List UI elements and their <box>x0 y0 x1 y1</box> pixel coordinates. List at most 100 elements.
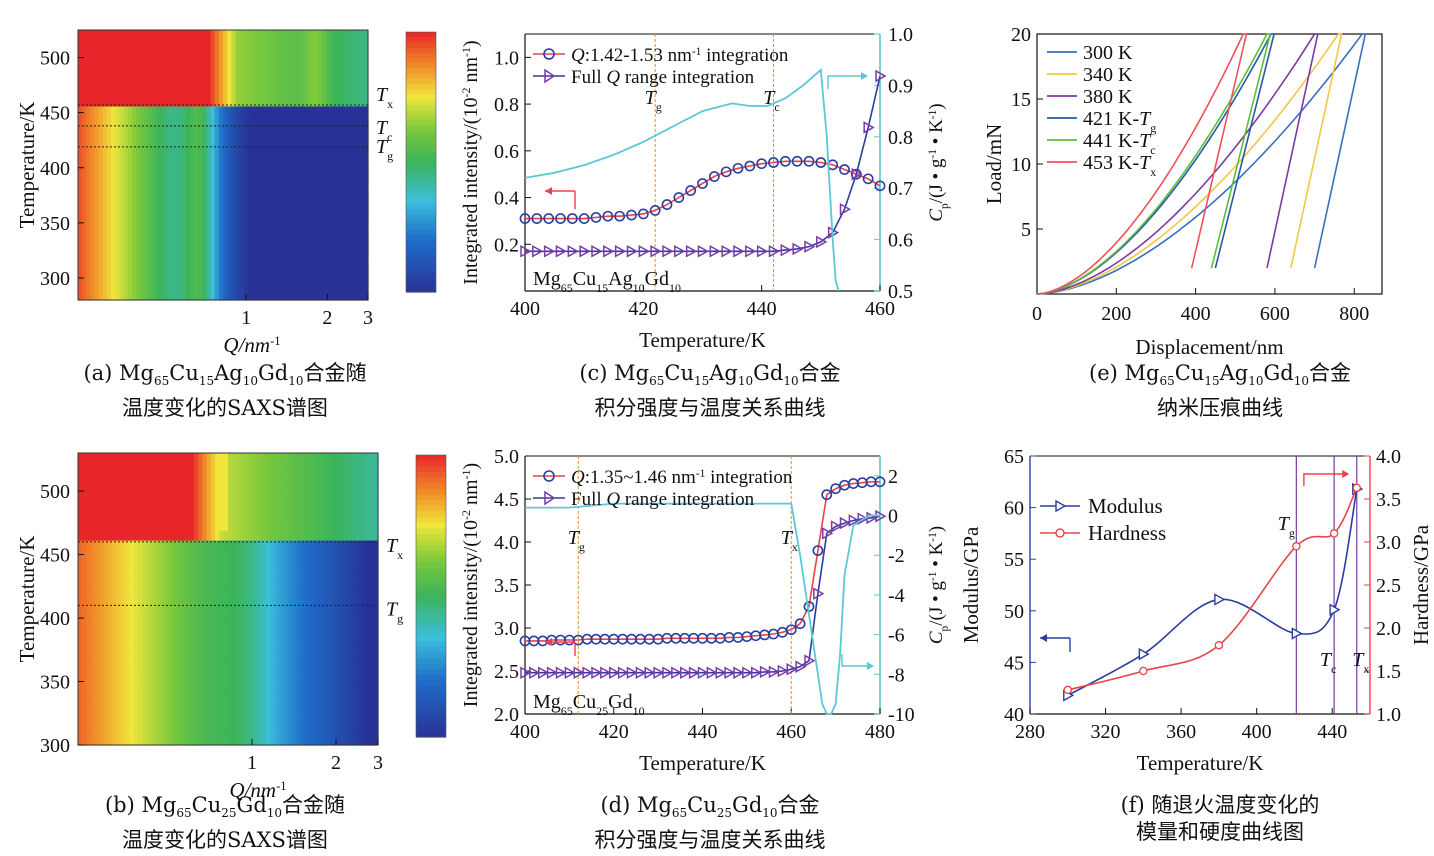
heatmap-cell <box>281 246 286 252</box>
heatmap-cell <box>185 223 191 229</box>
heatmap-cell <box>223 277 228 283</box>
heatmap-cell <box>136 138 141 144</box>
heatmap-cell <box>202 174 208 180</box>
heatmap-cell <box>169 48 174 54</box>
heatmap-cell <box>231 277 237 283</box>
heatmap-cell <box>86 277 92 283</box>
heatmap-cell <box>111 268 116 274</box>
heatmap-cell <box>165 210 170 216</box>
heatmap-cell <box>243 241 249 247</box>
heatmap-cell <box>148 223 154 229</box>
heatmap-cell <box>243 57 249 63</box>
heatmap-cell <box>181 237 187 243</box>
heatmap-cell <box>252 277 257 283</box>
heatmap-cell <box>253 496 259 503</box>
heatmap-cell <box>297 219 303 225</box>
heatmap-cell <box>152 165 158 171</box>
heatmap-cell <box>115 192 121 198</box>
heatmap-cell <box>228 453 233 459</box>
heatmap-cell <box>347 75 353 81</box>
heatmap-cell <box>281 138 286 144</box>
heatmap-cell <box>189 57 195 63</box>
heatmap-cell <box>206 491 212 498</box>
heatmap-cell <box>194 61 199 67</box>
heatmap-cell <box>169 286 174 292</box>
heatmap-cell <box>260 120 266 126</box>
heatmap-cell <box>152 120 158 126</box>
heatmap-cell <box>351 70 357 76</box>
heatmap-cell <box>314 57 319 63</box>
heatmap-cell <box>210 174 216 180</box>
heatmap-cell <box>82 214 87 220</box>
heatmap-cell <box>155 482 161 488</box>
heatmap-cell <box>140 259 145 265</box>
heatmap-cell <box>107 169 112 175</box>
heatmap-cell <box>189 142 195 148</box>
heatmap-cell <box>289 61 295 67</box>
heatmap-cell <box>136 30 141 36</box>
heatmap-cell <box>82 223 87 229</box>
heatmap-cell <box>160 138 166 144</box>
heatmap-cell <box>152 79 158 85</box>
heatmap-cell <box>156 291 162 297</box>
heatmap-cell <box>127 223 133 229</box>
heatmap-cell <box>247 219 253 225</box>
heatmap-cell <box>359 223 365 229</box>
heatmap-cell <box>214 151 220 157</box>
heatmap-cell <box>215 496 221 503</box>
heatmap-cell <box>86 219 92 225</box>
heatmap-cell <box>285 43 290 49</box>
heatmap-cell <box>355 219 361 225</box>
heatmap-cell <box>198 102 203 108</box>
heatmap-cell <box>181 88 187 94</box>
heatmap-cell <box>262 496 268 503</box>
heatmap-cell <box>189 482 195 488</box>
heatmap-cell <box>347 286 353 292</box>
heatmap-cell <box>223 255 228 261</box>
heatmap-cell <box>210 111 216 117</box>
heatmap-cell <box>146 472 152 478</box>
heatmap-cell <box>185 219 191 225</box>
heatmap-cell <box>262 482 268 488</box>
heatmap-cell <box>82 277 87 283</box>
heatmap-cell <box>339 174 344 180</box>
heatmap-cell <box>253 482 259 488</box>
heatmap-cell <box>159 491 165 498</box>
heatmap-cell <box>235 124 241 130</box>
heatmap-cell <box>131 178 137 184</box>
heatmap-cell <box>359 196 365 202</box>
heatmap-cell <box>140 178 145 184</box>
heatmap-cell <box>218 39 224 45</box>
heatmap-cell <box>264 183 270 189</box>
heatmap-cell <box>355 39 361 45</box>
heatmap-cell <box>94 228 100 234</box>
heatmap-cell <box>86 165 92 171</box>
heatmap-cell <box>223 467 229 474</box>
heatmap-cell <box>330 291 336 297</box>
heatmap-cell <box>351 214 357 220</box>
heatmap-cell <box>148 138 154 144</box>
heatmap-cell <box>189 147 195 153</box>
heatmap-cell <box>136 291 141 297</box>
heatmap-cell <box>116 472 122 478</box>
heatmap-cell <box>252 282 257 288</box>
heatmap-cell <box>78 79 83 85</box>
heatmap-cell <box>334 282 340 288</box>
heatmap-cell <box>363 138 369 144</box>
heatmap-cell <box>138 457 143 464</box>
heatmap-cell <box>314 237 319 243</box>
heatmap-cell <box>281 232 286 238</box>
heatmap-cell <box>82 129 87 135</box>
heatmap-cell <box>102 196 108 202</box>
heatmap-cell <box>318 156 324 162</box>
caption-d: (d) Mg65Cu25Gd10合金 积分强度与温度关系曲线 <box>510 792 910 854</box>
heatmap-cell <box>239 75 245 81</box>
heatmap-cell <box>330 250 336 256</box>
heatmap-cell <box>181 93 187 99</box>
heatmap-cell <box>275 467 281 474</box>
heatmap-cell <box>156 61 162 67</box>
heatmap-cell <box>289 259 295 265</box>
heatmap-cell <box>136 129 141 135</box>
heatmap-cell <box>279 491 285 498</box>
heatmap-cell <box>111 259 116 265</box>
